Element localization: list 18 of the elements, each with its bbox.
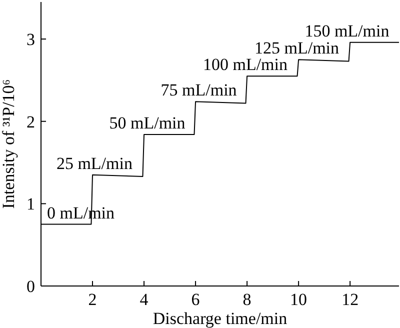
- x-axis-title: Discharge time/min: [152, 309, 288, 328]
- annotation: 100 mL/min: [202, 55, 288, 74]
- y-tick-label: 2: [26, 112, 35, 132]
- x-tick-label: 12: [342, 290, 359, 309]
- y-tick-label: 0: [26, 276, 35, 296]
- x-tick-label: 10: [290, 290, 308, 309]
- x-tick-label: 2: [88, 290, 97, 309]
- annotation: 75 mL/min: [160, 80, 238, 100]
- annotation: 150 mL/min: [304, 21, 390, 40]
- annotation: 25 mL/min: [56, 154, 133, 173]
- x-tick-label: 4: [140, 290, 149, 309]
- y-tick-label: 3: [26, 30, 35, 49]
- x-tick-label: 6: [191, 290, 200, 309]
- y-tick-label: 1: [26, 194, 35, 214]
- annotation: 50 mL/min: [109, 114, 186, 133]
- annotation: 125 mL/min: [254, 38, 340, 58]
- x-tick-label: 8: [242, 290, 252, 309]
- y-axis-title: Intensity of ³¹P/10⁶: [0, 79, 18, 209]
